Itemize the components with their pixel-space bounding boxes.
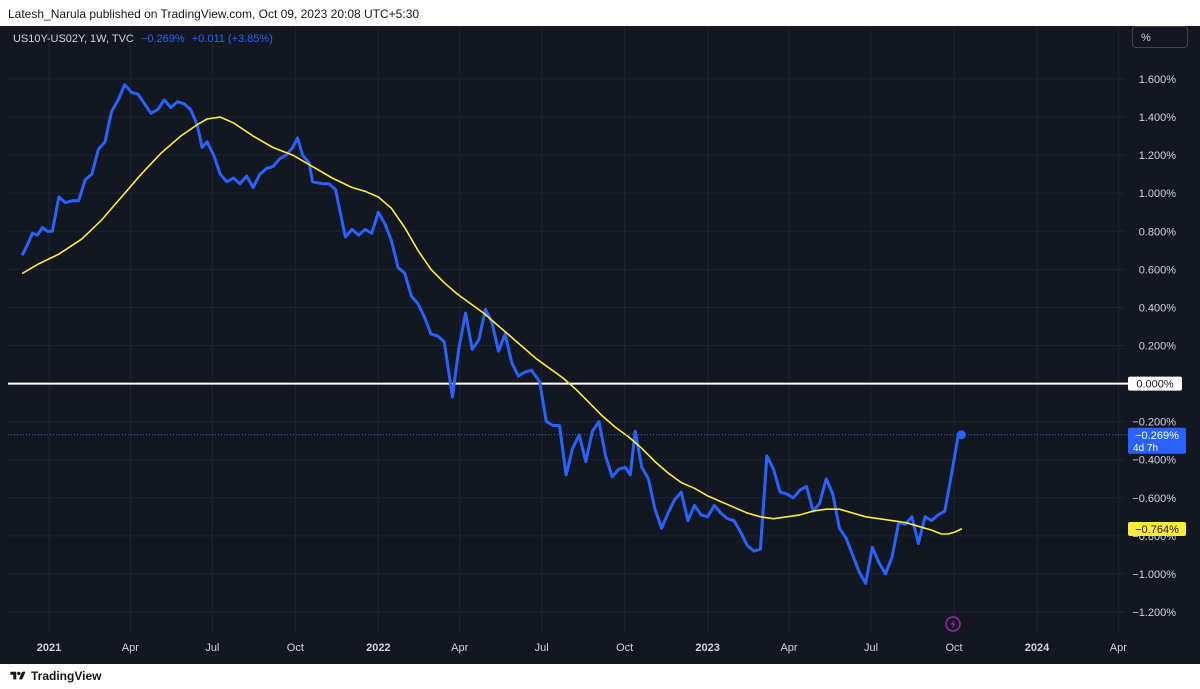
x-tick-label: Jul: [864, 642, 878, 654]
x-tick-label: 2023: [695, 642, 719, 654]
y-tick-label: 0.200%: [1139, 341, 1177, 353]
y-tick-label: −1.000%: [1132, 569, 1176, 581]
moving-average-line: [21, 116, 963, 535]
x-tick-label: Apr: [1110, 642, 1127, 654]
chart-canvas[interactable]: 1.600% 1.400% 1.200% 1.000% 0.800% 0.600% 0.40…: [0, 26, 1200, 664]
last-price-dot: [956, 430, 966, 440]
x-tick-label: Jul: [205, 642, 219, 654]
footer-bar: TradingView: [0, 664, 1200, 689]
x-tick-label: Apr: [122, 642, 139, 654]
legend-last-value: −0.269%: [140, 33, 185, 45]
y-tick-label: −0.200%: [1132, 417, 1176, 429]
series-lines: [21, 83, 963, 585]
last-price-text: −0.269%: [1135, 430, 1179, 442]
tradingview-logo-icon: [10, 671, 26, 680]
y-tick-label: −0.600%: [1132, 493, 1176, 505]
y-tick-label: 0.400%: [1139, 302, 1177, 314]
brand-name: TradingView: [31, 669, 102, 683]
x-tick-label: 2021: [37, 642, 61, 654]
zero-value-text: 0.000%: [1136, 379, 1174, 391]
grid-lines: [8, 26, 1125, 632]
y-tick-label: 0.600%: [1139, 264, 1177, 276]
x-tick-label: Apr: [780, 642, 797, 654]
y-tick-label: −0.400%: [1132, 455, 1176, 467]
ma-value-text: −0.764%: [1135, 524, 1179, 536]
y-tick-label: 1.000%: [1139, 188, 1177, 200]
y-tick-label: 1.400%: [1139, 112, 1177, 124]
lightning-event-icon[interactable]: [945, 616, 961, 632]
percent-scale-button[interactable]: %: [1132, 26, 1188, 48]
chart-legend[interactable]: US10Y-US02Y, 1W, TVC −0.269% +0.011 (+3.…: [13, 33, 273, 45]
time-axis[interactable]: 2021 Apr Jul Oct 2022 Apr Jul Oct 2023 Apr Jul Oct 2…: [37, 642, 1127, 654]
x-tick-label: Oct: [616, 642, 633, 654]
ma-value-badge: [1128, 522, 1186, 537]
spread-line: [21, 83, 963, 585]
legend-change: +0.011 (+3.85%): [191, 33, 273, 45]
x-tick-label: 2022: [366, 642, 390, 654]
brand[interactable]: TradingView: [10, 669, 101, 683]
publish-info: Latesh_Narula published on TradingView.c…: [8, 7, 420, 21]
bar-countdown-text: 4d 7h: [1133, 443, 1158, 454]
y-tick-label: 1.600%: [1139, 74, 1177, 86]
publish-bar: Latesh_Narula published on TradingView.c…: [0, 0, 1200, 26]
price-labels: 0.000% −0.269%4d 7h −0.764%: [8, 376, 1186, 632]
x-tick-label: Apr: [451, 642, 468, 654]
lightning-bolt-icon: [950, 619, 956, 629]
legend-symbol[interactable]: US10Y-US02Y, 1W, TVC: [13, 33, 134, 45]
y-tick-label: 1.200%: [1139, 150, 1177, 162]
x-tick-label: Oct: [945, 642, 962, 654]
x-tick-label: Oct: [287, 642, 304, 654]
y-tick-label: 0.800%: [1139, 226, 1177, 238]
zero-value-badge: [1128, 376, 1182, 391]
price-axis[interactable]: 1.600% 1.400% 1.200% 1.000% 0.800% 0.600% 0.40…: [1132, 74, 1176, 619]
last-price-badge: [1128, 427, 1186, 454]
y-tick-label: −1.200%: [1132, 607, 1176, 619]
x-tick-label: 2024: [1025, 642, 1050, 654]
x-tick-label: Jul: [535, 642, 549, 654]
